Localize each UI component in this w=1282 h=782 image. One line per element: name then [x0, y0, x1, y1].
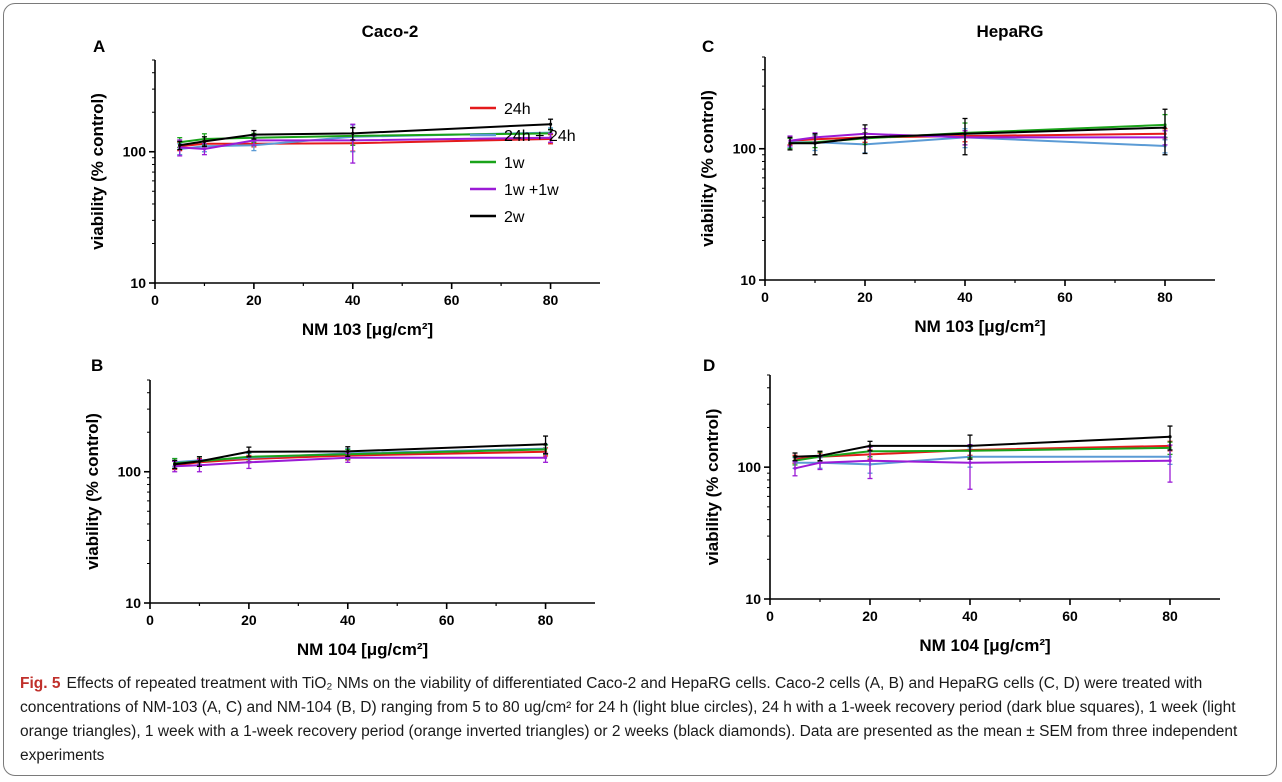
panel-a-data-point: [548, 122, 553, 126]
panel-b-x-tick-label: 60: [439, 612, 455, 628]
panel-d-data-point: [793, 455, 797, 459]
caption-text: Effects of repeated treatment with TiO₂ …: [20, 675, 1238, 764]
panel-a-data-point: [252, 133, 256, 137]
panel-b-y-tick-label: 100: [118, 464, 142, 480]
panel-d-y-tick-label: 10: [745, 591, 761, 607]
panel-d-data-point: [1168, 435, 1172, 439]
legend-label: 24h + 24h: [504, 128, 576, 145]
panel-c-data-point: [813, 141, 817, 145]
panel-b-data-point: [173, 462, 177, 466]
panel-d-y-tick-label: 100: [738, 459, 762, 475]
panel-c-data-point: [1163, 125, 1167, 130]
panel-b-data-point: [346, 449, 350, 453]
panel-a-x-tick-label: 60: [444, 292, 460, 308]
panel-b-x-tick-label: 80: [538, 612, 554, 628]
panel-b-data-point: [247, 450, 251, 454]
panel-a-data-point: [202, 147, 207, 151]
panel-a-title: Caco-2: [362, 22, 419, 41]
panel-a-letter: A: [93, 37, 105, 56]
panel-b-data-point: [543, 442, 548, 446]
panel-a-xlabel: NM 103 [μg/cm²]: [302, 320, 433, 339]
panel-c-x-tick-label: 60: [1057, 289, 1073, 305]
panel-a-x-tick-label: 0: [151, 292, 159, 308]
panel-c-x-tick-label: 20: [857, 289, 873, 305]
panel-a-data-point: [202, 139, 207, 143]
panel-a-data-point: [178, 143, 182, 147]
panel-b-data-point: [543, 456, 548, 460]
panel-a-data-point: [548, 136, 553, 140]
panel-b-y-tick-label: 10: [125, 595, 141, 611]
panel-a-data-point: [351, 131, 355, 135]
panel-c-data-point: [863, 135, 867, 140]
panel-b-x-tick-label: 0: [146, 612, 154, 628]
panel-d-xlabel: NM 104 [μg/cm²]: [919, 636, 1050, 655]
legend-label: 1w: [504, 155, 525, 172]
figure-frame: [3, 3, 1277, 776]
panel-c-y-tick-label: 100: [733, 141, 757, 157]
panel-d-data-point: [968, 461, 972, 465]
panel-b-data-point: [197, 459, 202, 463]
panel-c-data-point: [963, 132, 967, 136]
panel-c-x-tick-label: 80: [1157, 289, 1173, 305]
panel-a-ylabel: viability (% control): [88, 93, 107, 250]
panel-c-x-tick-label: 0: [761, 289, 769, 305]
panel-d-data-point: [868, 459, 872, 463]
panel-b-x-tick-label: 20: [241, 612, 257, 628]
panel-c-y-tick-label: 10: [740, 272, 756, 288]
panel-b-x-tick-label: 40: [340, 612, 356, 628]
panel-b-letter: B: [91, 356, 103, 375]
legend-label: 24h: [504, 101, 531, 118]
panel-d-data-point: [818, 454, 822, 458]
panel-c-ylabel: viability (% control): [698, 90, 717, 247]
legend-label: 1w +1w: [504, 182, 559, 199]
panel-a-x-tick-label: 80: [543, 292, 559, 308]
panel-a-y-tick-label: 100: [123, 144, 147, 160]
panel-c-xlabel: NM 103 [μg/cm²]: [914, 317, 1045, 336]
legend-label: 2w: [504, 209, 525, 226]
panel-d-data-point: [968, 444, 972, 448]
panel-c-letter: C: [702, 37, 714, 56]
panel-d-x-tick-label: 0: [766, 608, 774, 624]
panel-c-x-tick-label: 40: [957, 289, 973, 305]
figure-caption: Fig. 5 Effects of repeated treatment with…: [20, 672, 1268, 768]
panel-d-data-point: [818, 461, 822, 465]
panel-a-y-tick-label: 10: [130, 275, 146, 291]
panel-d-x-tick-label: 80: [1162, 608, 1178, 624]
caption-label: Fig. 5: [20, 675, 61, 692]
panel-a-x-tick-label: 40: [345, 292, 361, 308]
panel-d-x-tick-label: 40: [962, 608, 978, 624]
panel-b-data-point: [247, 460, 251, 464]
panel-c-title: HepaRG: [976, 22, 1043, 41]
panel-d-x-tick-label: 20: [862, 608, 878, 624]
panel-a-x-tick-label: 20: [246, 292, 262, 308]
panel-b-xlabel: NM 104 [μg/cm²]: [297, 640, 428, 659]
panel-d-data-point: [793, 466, 797, 470]
panel-b-ylabel: viability (% control): [83, 413, 102, 570]
panel-c-data-point: [788, 141, 792, 145]
panel-d-data-point: [1168, 459, 1172, 463]
panel-d-letter: D: [703, 356, 715, 375]
panel-d-data-point: [868, 444, 872, 448]
panel-d-ylabel: viability (% control): [703, 409, 722, 566]
panel-d-x-tick-label: 60: [1062, 608, 1078, 624]
